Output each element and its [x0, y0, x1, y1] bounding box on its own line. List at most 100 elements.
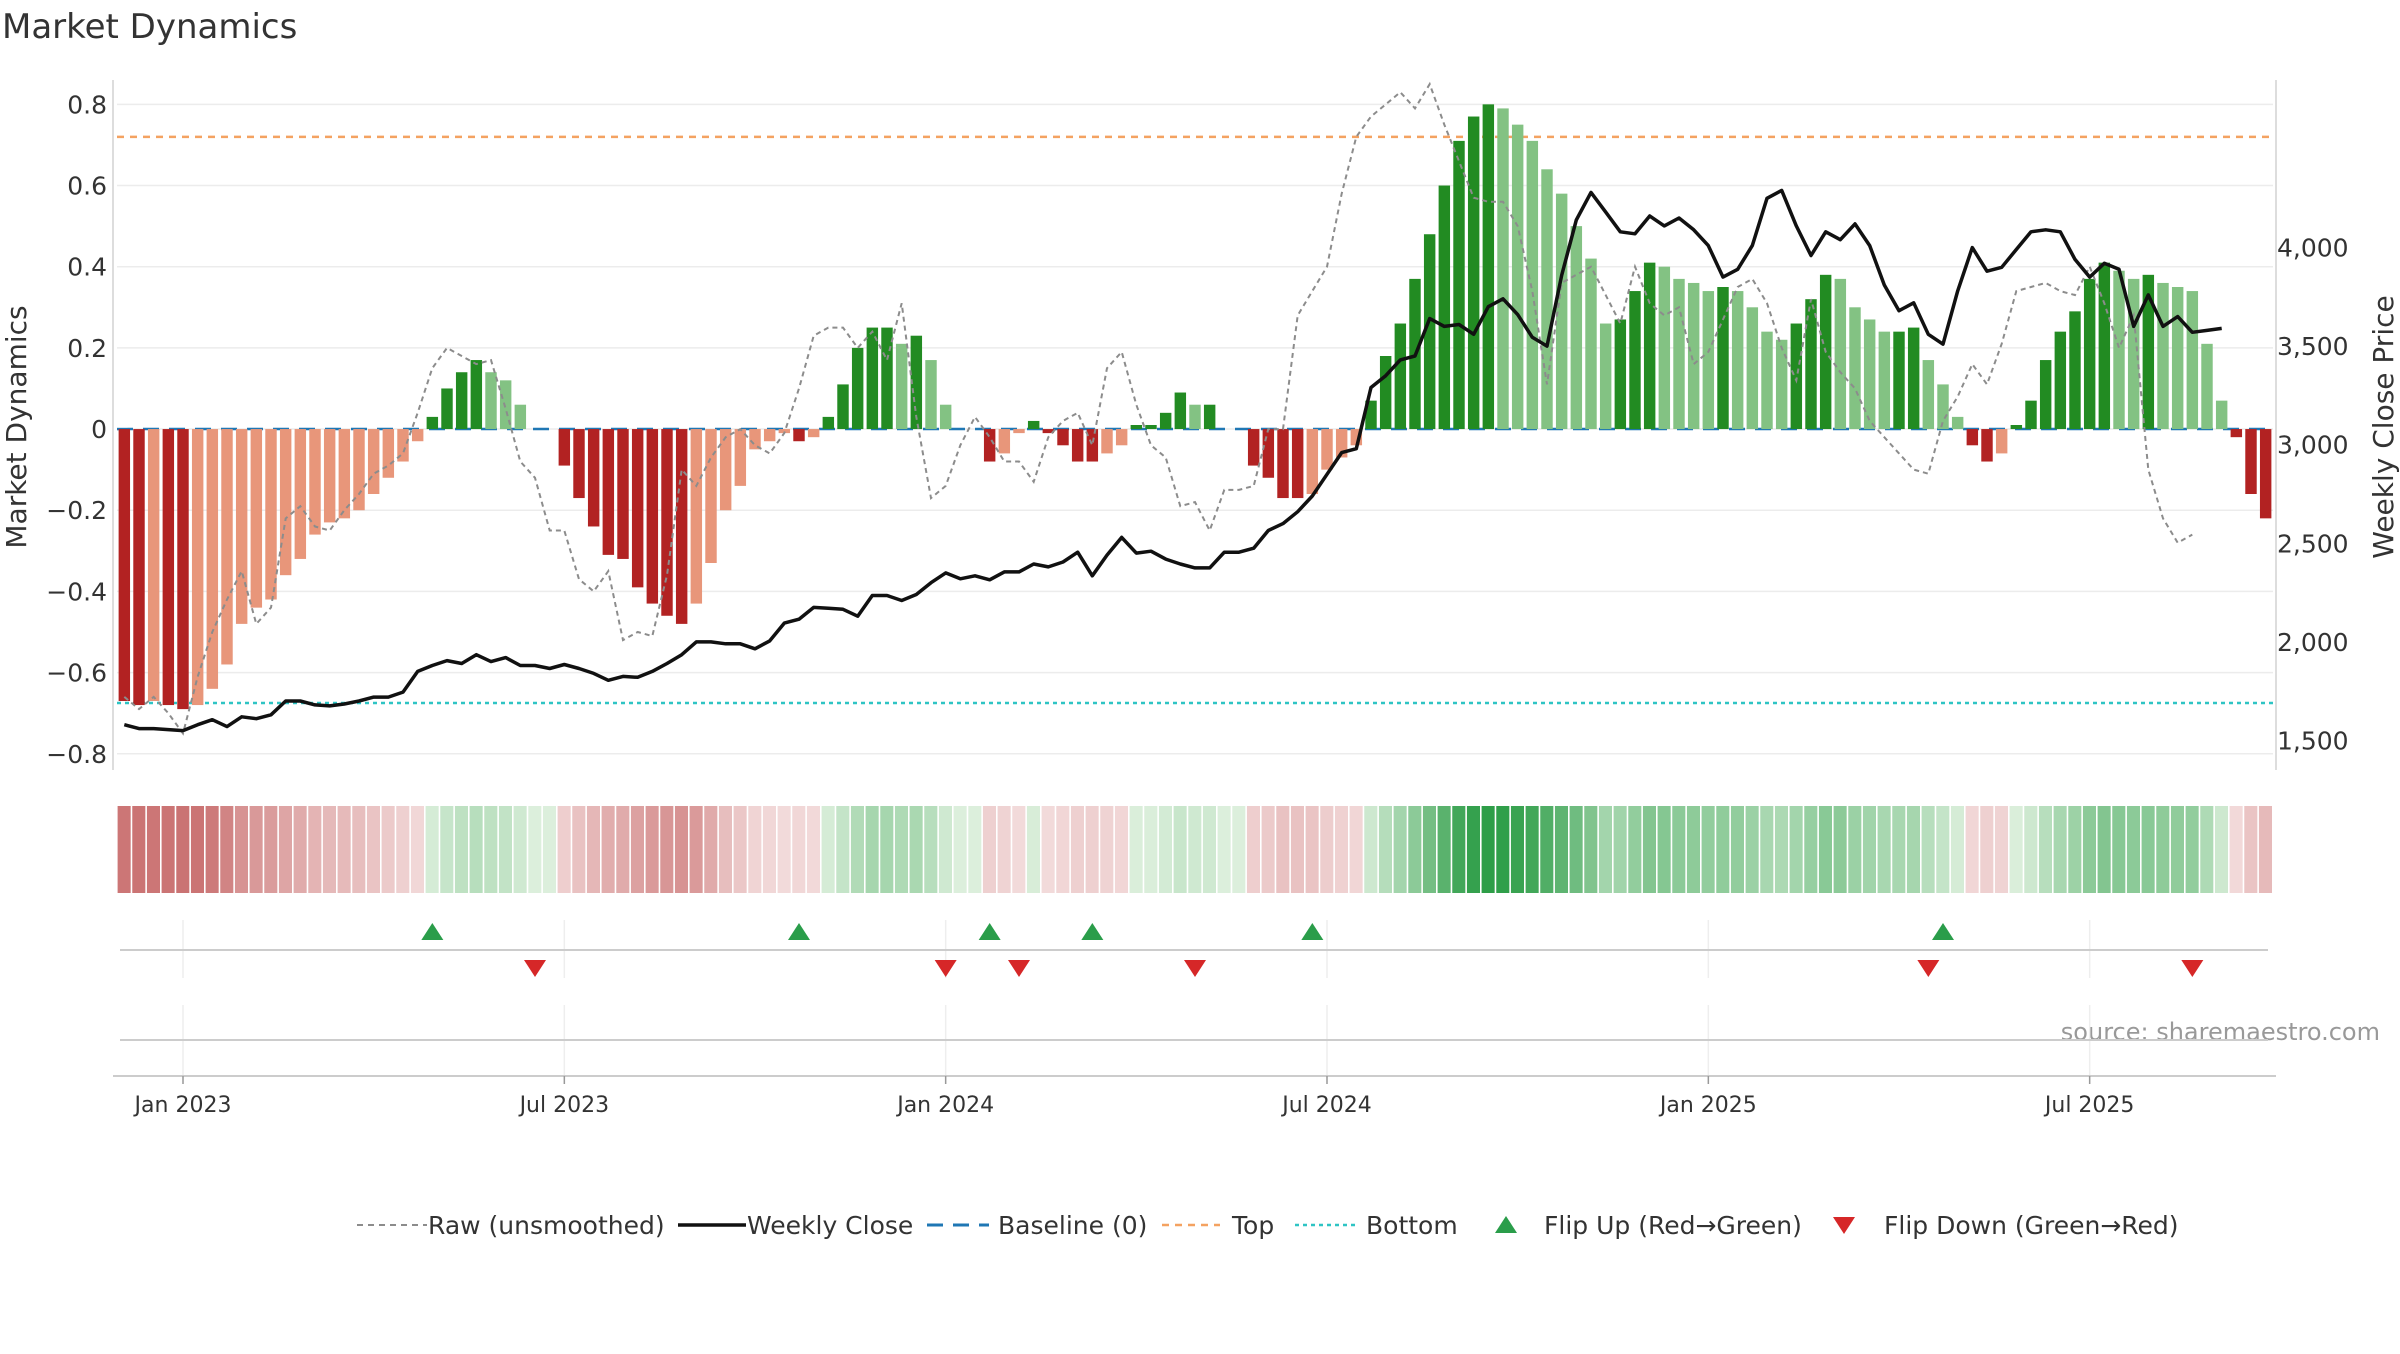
heat-cell — [557, 806, 571, 893]
y2-tick-label: 3,000 — [2277, 431, 2349, 460]
heat-cell — [1862, 806, 1876, 893]
dynamics-bar — [1350, 429, 1363, 446]
dynamics-bar — [1086, 429, 1099, 462]
heat-cell — [1144, 806, 1158, 893]
x-tick-label: Jul 2023 — [518, 1093, 610, 1118]
heat-cell — [1672, 806, 1686, 893]
dynamics-bar — [1937, 384, 1949, 430]
y-tick-label: 0.8 — [67, 90, 107, 119]
dynamics-bar — [1673, 278, 1685, 430]
dynamics-bar — [309, 429, 321, 535]
heat-cell — [410, 806, 424, 893]
dynamics-bars — [118, 104, 2272, 710]
dynamics-bar — [1893, 331, 1905, 430]
heat-cell — [1833, 806, 1847, 893]
heat-cell — [161, 806, 175, 893]
dynamics-bar — [851, 347, 864, 430]
heat-cell — [968, 806, 982, 893]
dynamics-bar — [866, 327, 879, 430]
dynamics-bar — [1878, 331, 1891, 430]
y-tick-label: 0.4 — [67, 253, 107, 282]
chart-title: Market Dynamics — [2, 7, 297, 47]
dynamics-bar — [1629, 291, 1641, 430]
dynamics-bar — [133, 429, 145, 706]
y-tick-label: 0 — [91, 415, 107, 444]
dynamics-bar — [1482, 104, 1495, 430]
dynamics-bar — [939, 404, 952, 430]
y2-tick-label: 4,000 — [2277, 234, 2349, 263]
flip-up-marker — [1301, 923, 1324, 940]
flip-up-marker — [421, 923, 444, 940]
heat-cell — [1510, 806, 1524, 893]
heat-cell — [308, 806, 322, 893]
heat-cell — [1261, 806, 1275, 893]
dynamics-bar — [221, 429, 233, 665]
dynamics-bar — [1599, 323, 1612, 430]
dynamics-bar — [587, 429, 600, 527]
heat-cell — [1276, 806, 1290, 893]
dynamics-bar — [2186, 291, 2199, 430]
heat-cell — [572, 806, 586, 893]
dynamics-bar — [485, 372, 497, 430]
dynamics-bar — [1057, 429, 1069, 446]
heat-cell — [733, 806, 747, 893]
flip-down-marker — [934, 960, 957, 977]
heat-cell — [997, 806, 1011, 893]
dynamics-bar — [367, 429, 380, 494]
dynamics-bar — [2113, 270, 2125, 430]
dynamics-bar — [822, 416, 835, 430]
y-tick-label: −0.8 — [46, 740, 107, 769]
heat-cell — [2009, 806, 2023, 893]
heat-cell — [1378, 806, 1392, 893]
heat-cell — [1936, 806, 1950, 893]
dynamics-bar — [470, 360, 483, 430]
flip-down-marker — [1184, 960, 1206, 977]
heat-cell — [2185, 806, 2199, 893]
heat-cell — [1466, 806, 1480, 893]
heat-cell — [1628, 806, 1642, 893]
dynamics-bar — [1321, 429, 1333, 470]
heat-cell — [1789, 806, 1803, 893]
heat-cell — [2126, 806, 2140, 893]
heat-cell — [1114, 806, 1128, 893]
heat-cell — [132, 806, 146, 893]
dynamics-bar — [1834, 278, 1847, 430]
dynamics-bar — [1731, 291, 1744, 430]
heat-cell — [1012, 806, 1026, 893]
dynamics-bar — [397, 429, 409, 462]
heat-cell — [1290, 806, 1304, 893]
heat-cell — [542, 806, 556, 893]
heat-cell — [2156, 806, 2170, 893]
legend-label: Weekly Close — [747, 1211, 913, 1240]
heat-cell — [513, 806, 527, 893]
close-series — [123, 188, 2222, 733]
heat-cell — [1408, 806, 1422, 893]
heat-cell — [1730, 806, 1744, 893]
heat-cell — [1892, 806, 1906, 893]
dynamics-bar — [1306, 429, 1319, 494]
dynamics-bar — [1379, 356, 1392, 430]
heat-cell — [938, 806, 952, 893]
dynamics-bar — [2054, 331, 2067, 430]
heat-cell — [528, 806, 542, 893]
dynamics-bar — [763, 429, 776, 442]
dynamics-bar — [793, 429, 805, 442]
heat-cell — [1804, 806, 1818, 893]
heat-cell — [1246, 806, 1260, 893]
dynamics-bar — [998, 429, 1011, 454]
dynamics-bar — [807, 429, 820, 438]
heat-cell — [2024, 806, 2038, 893]
heat-cell — [1745, 806, 1759, 893]
dynamics-bar — [441, 388, 453, 430]
dynamics-bar — [2215, 400, 2228, 430]
dynamics-bar — [558, 429, 571, 466]
dynamics-bar — [265, 429, 277, 600]
dynamics-bar — [1071, 429, 1084, 462]
heat-cell — [777, 806, 791, 893]
x-tick-label: Jul 2024 — [1280, 1093, 1372, 1118]
source-note: source: sharemaestro.com — [2061, 1018, 2380, 1046]
heat-cell — [1085, 806, 1099, 893]
heat-cell — [1496, 806, 1510, 893]
flip-up-marker — [978, 923, 1001, 940]
heat-cell — [190, 806, 204, 893]
